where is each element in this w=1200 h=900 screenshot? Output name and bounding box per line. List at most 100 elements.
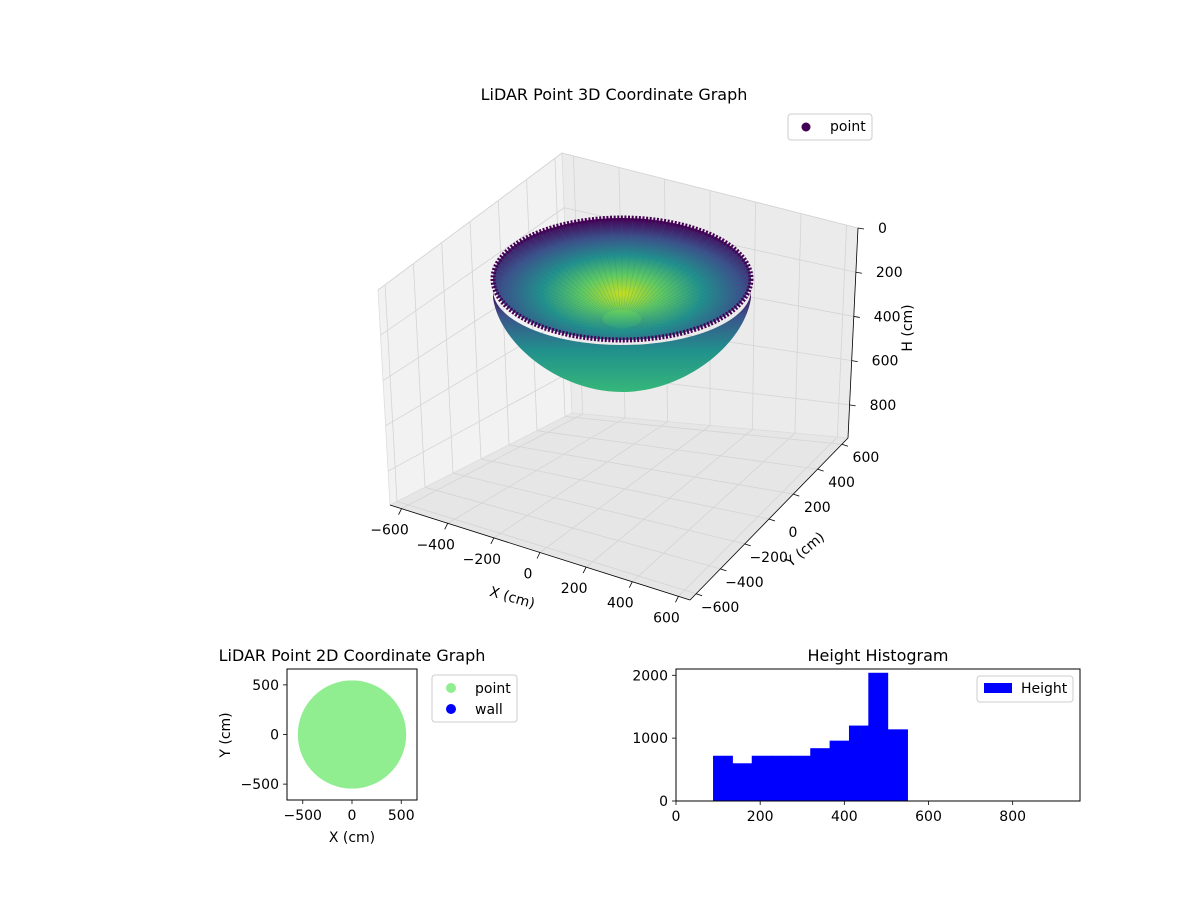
bowl-rib-59	[629, 223, 677, 311]
plot3d-ytick-label-2: −200	[749, 550, 787, 566]
plot3d-grid-zleft-0	[377, 152, 563, 291]
bowl-rib-47	[547, 228, 612, 312]
plot3d-xtick-5	[628, 581, 633, 588]
bowl-inner-surface	[493, 218, 751, 340]
hist-ytick-label-1: 1000	[632, 731, 668, 747]
bowl-outer-wall	[493, 290, 751, 392]
plot2d-ytick-label-2: 500	[252, 678, 279, 694]
plot2d-ticks: −500 0 500 −500 0 500	[241, 678, 415, 824]
bowl-rib-1	[641, 284, 751, 321]
plot3d-xtick-4	[582, 566, 587, 574]
plot3d-ztick-0	[857, 227, 865, 230]
plot3d-grid-yleft-2	[441, 242, 454, 474]
plot2d-ytick-label-1: 0	[270, 728, 279, 744]
hist-bar-7	[848, 725, 869, 801]
plot3d-legend: point	[787, 113, 873, 141]
plot3d-grid-xback-5	[794, 213, 802, 434]
plot3d-legend-frame	[787, 113, 873, 141]
plot2d-legend-point-marker	[446, 683, 456, 693]
plot3d-ytick-0	[695, 593, 703, 597]
plot3d-ztick-4	[849, 404, 856, 407]
bowl-rib-31	[505, 304, 605, 324]
plot3d-ytick-label-6: 600	[853, 450, 880, 466]
plot3d-legend-marker	[801, 122, 811, 132]
bowl-rib-40	[500, 257, 604, 317]
hist-bar-9	[887, 729, 908, 801]
bowl-rib-35	[493, 284, 603, 321]
plot3d-ytick-5	[817, 468, 824, 472]
plot3d-ytick-6	[841, 443, 849, 447]
plot2d-ylabel: Y (cm)	[218, 712, 234, 758]
bowl-rib-44	[522, 239, 608, 314]
plot3d-z-axis-line	[847, 227, 859, 439]
hist-bar-8	[868, 672, 889, 801]
plot3d-grid-y-6	[564, 416, 842, 445]
bowl-rib-61	[632, 228, 697, 312]
plot3d-legend-label: point	[830, 119, 866, 135]
plot3d-xtick-2	[490, 537, 495, 545]
plot3d-grid-zleft-1	[380, 207, 565, 336]
hist-bar-2	[751, 755, 772, 801]
plot3d-grid-y-5	[536, 430, 818, 470]
plot2d-xtick-label-2: 500	[388, 808, 415, 824]
bowl-rib-30	[510, 309, 606, 324]
hist-ytick-label-0: 0	[659, 794, 668, 810]
plot3d-ztick-label-1: 200	[876, 265, 903, 281]
hist-frame	[675, 668, 1081, 802]
hist-bar-6	[829, 740, 850, 801]
hist-bar-1	[732, 763, 753, 801]
plot3d-ytick-4	[793, 493, 800, 497]
bowl-rib-48	[557, 226, 613, 312]
plot3d-surface	[490, 215, 754, 392]
bowl-rib-33	[497, 294, 604, 322]
bowl-rib-36	[492, 278, 603, 320]
plot3d-ztick-label-2: 400	[874, 309, 901, 325]
bowl-rib-29	[516, 313, 607, 325]
plot3d-xtick-label-3: 0	[524, 567, 533, 583]
plot3d-x-axis-line	[389, 504, 691, 601]
plot3d-ytick-label-3: 0	[789, 525, 798, 541]
bowl-rib-15	[626, 327, 656, 339]
plot3d-grid-y-0	[396, 501, 697, 595]
plot3d-ztick-3	[851, 360, 858, 363]
plot3d-grid-zleft-4	[387, 371, 571, 472]
plot3d-grid-xback-4	[752, 202, 756, 430]
bowl-rib-23	[567, 326, 614, 335]
bowl-rib-41	[504, 252, 605, 316]
plot2d-legend-wall-label: wall	[475, 702, 503, 718]
plot3d-grid-xback-6	[836, 225, 848, 438]
bowl-rib-50	[577, 221, 616, 311]
bowl-rib-3	[640, 294, 747, 322]
plot3d-ytick-label-4: 200	[804, 500, 831, 516]
plot3d-zlabel: H (cm)	[900, 304, 916, 351]
bowl-rib-52	[599, 218, 619, 311]
bowl-rib-0	[641, 278, 752, 320]
bowl-rib-56	[625, 218, 645, 311]
hist-ticks: 0 200 400 600 800 0 1000 2000	[632, 668, 1026, 825]
plot3d-ytick-label-0: −600	[701, 600, 739, 616]
hist-ytick-label-2: 2000	[632, 668, 668, 684]
plot3d-title: LiDAR Point 3D Coordinate Graph	[481, 85, 748, 104]
bowl-rib-51	[588, 219, 618, 311]
plot2d-ytick-label-0: −500	[241, 777, 279, 793]
bowl-rib-63	[635, 235, 714, 313]
bowl-rib-lines	[492, 218, 752, 340]
bowl-rib-67	[639, 252, 740, 316]
hist-legend: Height	[976, 675, 1074, 703]
hist-bar-5	[810, 748, 831, 801]
plot3d-ztick-label-0: 0	[878, 221, 887, 237]
plot3d-ytick-label-5: 400	[828, 475, 855, 491]
plot3d-xtick-label-5: 400	[607, 596, 634, 612]
plot3d-grid-z-0	[561, 152, 859, 229]
hist-title: Height Histogram	[808, 646, 949, 665]
hist-bar-4	[790, 755, 811, 801]
hist-legend-frame	[976, 675, 1074, 703]
bowl-rib-12	[631, 326, 687, 333]
bowl-rib-71	[641, 273, 751, 319]
bowl-rib-43	[516, 243, 607, 314]
bowl-rib-5	[639, 304, 739, 324]
plot3d-xtick-label-4: 200	[561, 581, 588, 597]
bowl-rib-55	[623, 218, 634, 310]
plot3d-grid-y-4	[508, 444, 794, 495]
hist-xtick-label-1: 200	[747, 809, 774, 825]
